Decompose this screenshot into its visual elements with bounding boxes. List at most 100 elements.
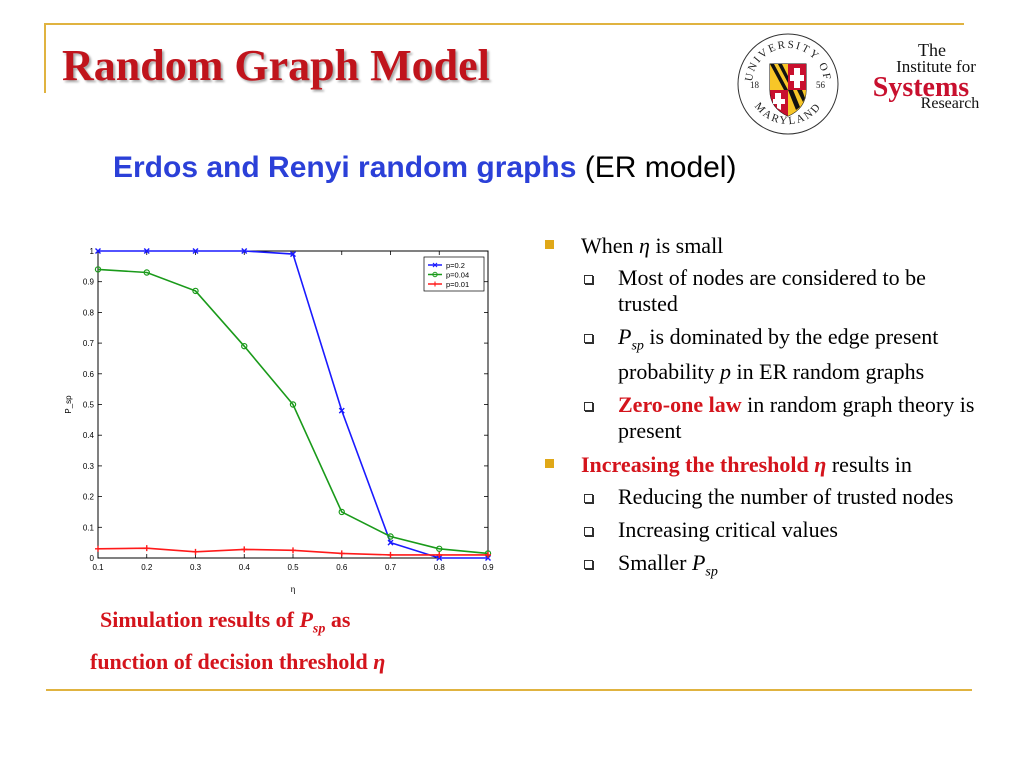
hollow-square-bullet-icon <box>584 527 593 537</box>
sub-bullet-text-part: Increasing critical values <box>618 517 838 543</box>
y-tick-label: 0.1 <box>83 523 95 532</box>
sub-bullet-text-part: is dominated by the edge present probabi… <box>618 324 939 385</box>
top-rule <box>44 23 964 25</box>
side-rule <box>44 23 46 93</box>
hollow-square-bullet-icon <box>584 334 593 343</box>
legend-label: p=0.04 <box>446 271 469 280</box>
hollow-square-bullet-icon <box>584 275 593 284</box>
y-tick-label: 0.8 <box>83 308 95 317</box>
x-tick-label: 0.7 <box>385 563 397 572</box>
data-point <box>436 555 443 561</box>
caption-line1-post: as <box>325 607 351 632</box>
isr-line2: Institute for <box>896 57 976 76</box>
data-point <box>241 342 248 350</box>
data-point <box>338 508 345 516</box>
seal-year-left: 18 <box>750 80 760 90</box>
bullet-text-part: Increasing the threshold <box>581 452 815 478</box>
isr-line1: The <box>918 40 946 60</box>
sub-bullet-text-part: sp <box>631 338 644 354</box>
bullet-item: Increasing the threshold η results in <box>545 451 985 478</box>
data-point <box>485 555 491 561</box>
data-point <box>143 248 150 254</box>
bullet-item: When η is small <box>545 232 985 259</box>
seal-year-right: 56 <box>816 80 826 90</box>
bottom-rule <box>46 689 972 691</box>
sub-bullet-text-part: P <box>618 324 632 349</box>
caption-line-2: function of decision threshold η <box>90 645 490 678</box>
caption-sub: sp <box>312 621 326 637</box>
data-point <box>338 407 345 414</box>
y-tick-label: 1 <box>90 247 95 256</box>
data-point <box>485 551 491 558</box>
sub-bullet-text-part: in random graph theory is present <box>618 392 975 444</box>
data-point <box>95 545 101 552</box>
square-bullet-icon <box>545 459 554 469</box>
sub-bullet-text-part: Reducing the number of trusted nodes <box>618 484 954 510</box>
y-tick-label: 0.7 <box>83 339 95 348</box>
data-point <box>387 539 394 546</box>
sub-bullet-text-part: Zero-one law <box>618 392 742 418</box>
bullet-list: When η is small Most of nodes are conside… <box>545 232 985 593</box>
x-tick-label: 0.1 <box>92 563 104 572</box>
legend-marker <box>432 281 438 287</box>
data-point <box>192 287 199 295</box>
bullet-text-part: η <box>814 452 827 478</box>
sub-bullet-text-part: Most of nodes are considered to be trust… <box>618 265 926 316</box>
legend-marker <box>432 262 438 268</box>
data-point <box>338 550 345 557</box>
legend-label: p=0.01 <box>446 280 469 289</box>
slide-subtitle: Erdos and Renyi random graphs (ER model) <box>113 151 736 185</box>
x-axis-label: η <box>291 584 296 594</box>
y-tick-label: 0.3 <box>83 462 95 471</box>
caption-line-1: Simulation results of Psp as <box>90 603 490 645</box>
caption-var: P <box>299 607 313 632</box>
sub-bullet-text-part: in ER random graphs <box>731 359 925 385</box>
caption-line1-pre: Simulation results of <box>100 607 300 632</box>
x-tick-label: 0.8 <box>434 563 446 572</box>
slide-title: Random Graph Model <box>62 41 490 90</box>
x-tick-label: 0.4 <box>239 563 251 572</box>
hollow-square-bullet-icon <box>584 402 593 412</box>
caption-line2-pre: function of decision threshold <box>90 649 374 675</box>
y-tick-label: 0.2 <box>83 493 95 502</box>
data-point <box>289 401 297 408</box>
data-point <box>192 548 199 555</box>
data-point <box>192 248 199 254</box>
data-point <box>436 551 443 558</box>
y-tick-label: 0.9 <box>83 278 95 287</box>
data-point <box>143 545 150 552</box>
y-tick-label: 0.4 <box>83 431 95 440</box>
subtitle-rest: (ER model) <box>584 151 737 184</box>
data-point <box>241 546 248 553</box>
bullet-text-part: When <box>581 233 640 258</box>
sub-bullet-item: Zero-one law in random graph theory is p… <box>545 392 985 444</box>
hollow-square-bullet-icon <box>584 494 593 504</box>
sub-bullet-item: Reducing the number of trusted nodes <box>545 484 985 510</box>
x-tick-label: 0.2 <box>141 563 153 572</box>
data-point <box>436 545 443 552</box>
legend-marker <box>432 271 438 278</box>
sub-bullet-text-part: p <box>720 359 732 385</box>
y-axis-label: P_sp <box>64 395 73 414</box>
isr-logo: The Institute for Systems Research <box>873 40 980 112</box>
caption-eta: η <box>373 649 386 675</box>
data-point <box>387 533 394 540</box>
legend-label: p=0.2 <box>446 261 465 270</box>
square-bullet-icon <box>545 240 554 249</box>
logo-group: UNIVERSITY OF MARYLAND 18 56 The Institu… <box>737 33 980 135</box>
y-tick-label: 0.6 <box>83 370 95 379</box>
x-tick-label: 0.6 <box>336 563 348 572</box>
isr-line3: Systems <box>873 72 970 103</box>
sub-bullet-item: Psp is dominated by the edge present pro… <box>545 324 985 385</box>
psp-line-chart: 00.10.20.30.40.50.60.70.80.910.1 0.2 0.3 0.… <box>64 247 494 594</box>
subtitle-emphasis: Erdos and Renyi random graphs <box>113 151 577 184</box>
bullet-text-part: is small <box>649 233 724 258</box>
y-tick-label: 0.5 <box>83 401 95 410</box>
umd-seal-icon: UNIVERSITY OF MARYLAND 18 56 <box>737 33 839 135</box>
sub-bullet-text-part: sp <box>705 564 718 580</box>
data-point <box>290 251 296 258</box>
data-point <box>94 266 102 273</box>
data-point <box>95 248 101 254</box>
figure-caption: Simulation results of Psp as function of… <box>90 603 490 678</box>
hollow-square-bullet-icon <box>584 560 593 570</box>
